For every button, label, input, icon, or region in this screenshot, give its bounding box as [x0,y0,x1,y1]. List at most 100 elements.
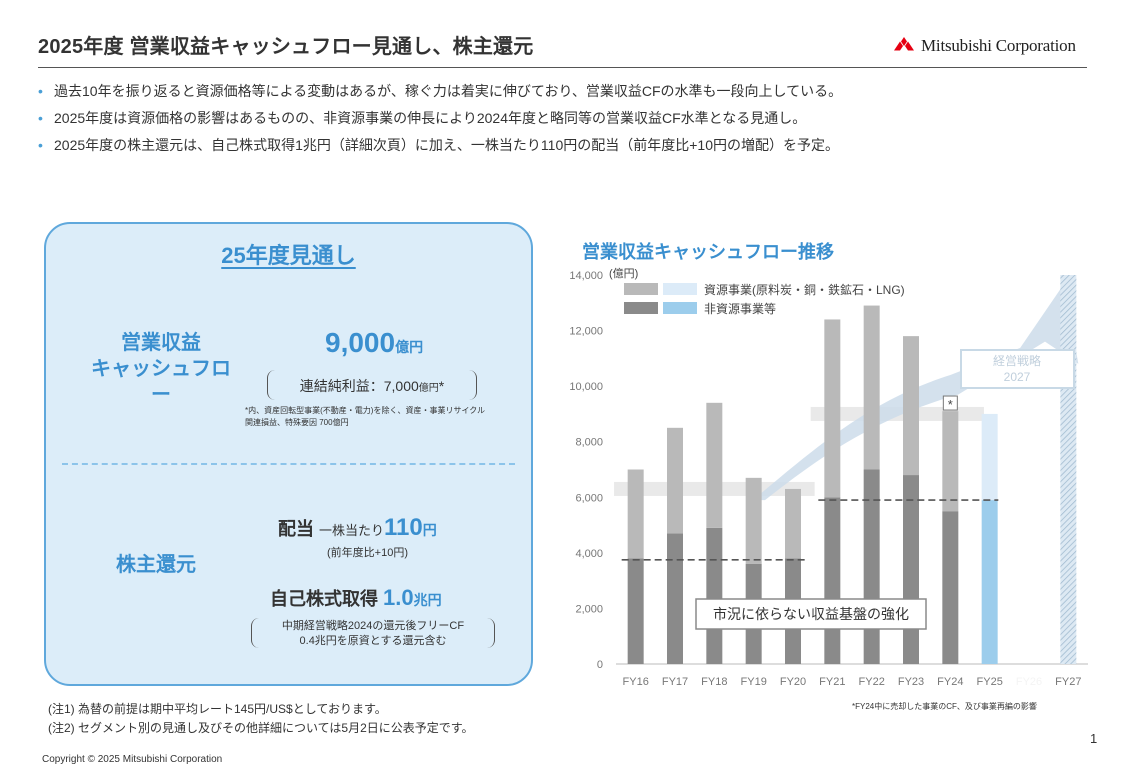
net-income-unit: 億円 [418,383,439,394]
three-diamonds-logo-icon [894,37,914,51]
base-label: 市況に依らない収益基盤の強化 [713,606,909,622]
y-tick-label: 2,000 [575,603,603,615]
y-tick-label: 8,000 [575,437,603,449]
x-tick-label: FY24 [937,676,963,688]
ocf-unit: 億円 [395,339,424,355]
legend-swatch-forecast [663,283,697,295]
bar-non-resource [903,475,919,664]
net-income-note: *内、資産回転型事業(不動産・電力)を除く、資産・事業リサイクル 関連損益、特殊… [245,405,485,429]
bar-non-resource [667,533,683,664]
buyback-value: 1.0 [383,585,414,610]
base-label-box [695,598,927,630]
bar-resource [706,402,723,528]
strategy-box [960,349,1075,389]
y-axis-label: (億円) [609,267,638,280]
summary-bullets: • 過去10年を振り返ると資源価格等による変動はあるが、稼ぐ力は着実に伸びており、… [38,78,842,159]
net-income-bracket [267,370,477,400]
buyback-unit: 兆円 [413,592,442,608]
legend-swatch [624,302,658,314]
shareholder-return-label: 株主還元 [116,554,196,576]
bar-resource [942,411,959,512]
strategy-label-line-1: 経営戦略 [993,353,1041,368]
x-tick-label: FY21 [819,676,845,688]
footnotes: (注1) 為替の前提は期中平均レート145円/US$としております。 (注2) … [48,700,474,738]
strategy-label-line-2: 2027 [1004,370,1031,384]
bullet-dot-icon: • [38,137,43,153]
ocf-label-line-1: 営業収益 [121,332,201,354]
x-tick-label: FY22 [859,676,885,688]
ocf-value: 9,000億円 [325,327,423,359]
bar-resource [785,488,801,559]
y-tick-label: 14,000 [569,270,603,282]
fy24-mark-box [942,395,958,411]
footnote-1: (注1) 為替の前提は期中平均レート145円/US$としております。 [48,702,387,716]
net-income-note-line-1: *内、資産回転型事業(不動産・電力)を除く、資産・事業リサイクル [245,406,486,415]
x-tick-label: FY23 [898,676,924,688]
bullet-item: • 2025年度の株主還元は、自己株式取得1兆円（詳細次頁）に加え、一株当たり11… [38,132,842,159]
ocf-chart: 0 2,000 4,000 6,000 8,000 10,000 12,000 14,000 (… [569,267,1088,688]
x-tick-label: FY17 [662,676,688,688]
bullet-item: • 過去10年を振り返ると資源価格等による変動はあるが、稼ぐ力は着実に伸びており、… [38,78,842,105]
bullet-text: 過去10年を振り返ると資源価格等による変動はあるが、稼ぐ力は着実に伸びており、営… [54,83,843,99]
copyright: Copyright © 2025 Mitsubishi Corporation [42,754,223,765]
buyback-label: 自己株式取得 [270,589,378,609]
bullet-text: 2025年度の株主還元は、自己株式取得1兆円（詳細次頁）に加え、一株当たり110… [54,137,839,153]
x-tick-label: FY19 [741,676,767,688]
bullet-item: • 2025年度は資源価格の影響はあるものの、非資源事業の伸長により2024年度と… [38,105,842,132]
legend-label: 資源事業(原料炭・銅・鉄鉱石・LNG) [704,282,905,297]
panel-divider [62,463,515,465]
net-income: 連結純利益：7,000億円* [267,376,477,396]
bar-resource [667,427,683,534]
legend-swatch [624,283,658,295]
dividend-unit: 円 [422,522,437,538]
y-tick-label: 10,000 [569,381,603,393]
bar-resource [745,477,762,564]
x-tick-label: FY18 [701,676,727,688]
forecast-panel: 25年度見通し 営業収益 キャッシュフロー 9,000億円 連結純利益：7,00… [44,222,533,686]
bullet-dot-icon: • [38,110,43,126]
bullet-dot-icon: • [38,83,43,99]
footnote-2: (注2) セグメント別の見通し及びその他詳細については5月2日に公表予定です。 [48,721,474,735]
legend-swatch-forecast [663,302,697,314]
bar-resource [981,413,998,501]
bar-resource [903,336,919,476]
x-tick-label: FY20 [780,676,806,688]
x-tick-label: FY16 [623,676,649,688]
panel-title: 25年度見通し [221,243,356,268]
ocf-label-line-2: キャッシュフロー [91,358,231,406]
y-tick-label: 4,000 [575,548,603,560]
bar-resource [863,305,880,470]
buyback-bracket [251,618,495,648]
y-tick-label: 6,000 [575,492,603,504]
chart-footnote: *FY24中に売却した事業のCF、及び事業再編の影響 [852,702,1037,711]
fy24-mark: * [948,397,953,412]
x-tick-label: FY26 [1016,676,1042,688]
dividend-per-share: 一株当たり [319,523,385,538]
net-income-mark: * [438,378,445,394]
company-logo: Mitsubishi Corporation [893,36,1076,56]
legend-label: 非資源事業等 [704,302,776,316]
bar-non-resource [627,558,644,664]
brand-name: Mitsubishi Corporation [921,36,1076,55]
buyback-note-line-2: 0.4兆円を原資とする還元含む [299,635,447,647]
x-tick-label: FY25 [977,676,1003,688]
buyback-note: 中期経営戦略2024の還元後フリーCF 0.4兆円を原資とする還元含む [251,619,495,649]
dividend-label: 配当 [278,519,314,539]
bar-non-resource [981,500,998,664]
y-tick-label: 0 [597,659,603,671]
y-tick-label: 12,000 [569,326,603,338]
dividend-value: 110 [384,514,423,541]
x-tick-label: FY27 [1055,676,1081,688]
dividend: 配当 一株当たり110円 [278,514,437,542]
buyback-note-line-1: 中期経営戦略2024の還元後フリーCF [281,620,465,632]
bar-non-resource [942,511,959,664]
chart-title: 営業収益キャッシュフロー推移 [582,242,834,262]
bar-resource [627,469,644,559]
net-income-text: 連結純利益：7,000 [299,378,419,394]
dividend-change: (前年度比+10円) [327,547,408,559]
buyback: 自己株式取得 1.0兆円 [270,585,442,611]
page-number: 1 [1090,731,1098,746]
page-title: 2025年度 営業収益キャッシュフロー見通し、株主還元 [38,36,534,58]
ocf-number: 9,000 [325,327,396,358]
bar-non-resource [863,469,880,664]
